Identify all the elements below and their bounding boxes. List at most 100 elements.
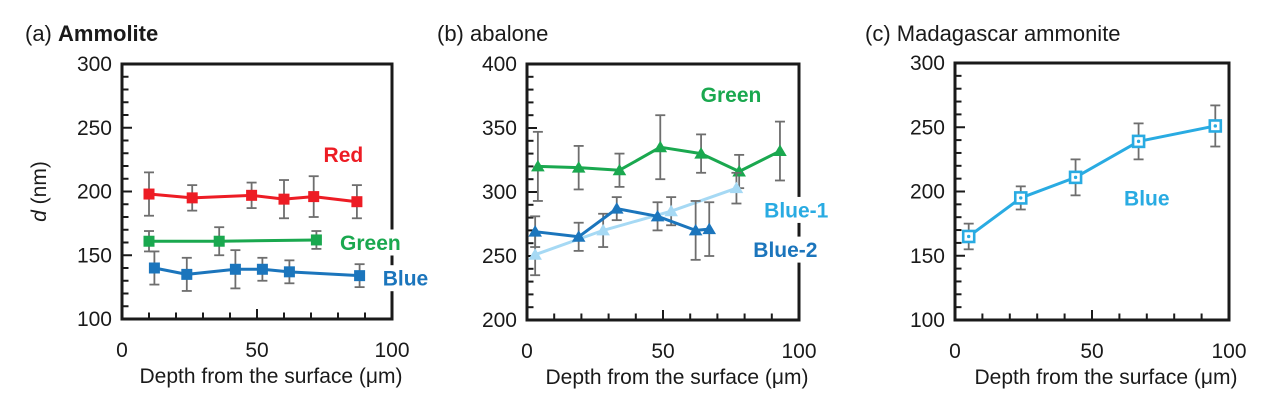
data-point-triangle — [653, 140, 668, 153]
series-markers-Green — [531, 140, 787, 177]
chart-a-title: (a) Ammolite — [25, 21, 158, 47]
chart-b-title-prefix: (b) — [437, 21, 470, 46]
chart-c-title-text: Madagascar ammonite — [896, 21, 1121, 46]
data-point-triangle — [571, 161, 586, 173]
tick-labels: 200 250 300 350 400 0 50 100 — [482, 53, 817, 363]
x-tick-label: 100 — [1211, 340, 1246, 363]
x-tick-label: 0 — [521, 340, 533, 363]
svg-text:Red: Red — [324, 144, 364, 167]
svg-text:Blue: Blue — [1124, 187, 1170, 210]
y-tick-label: 350 — [482, 117, 517, 140]
series-line-Blue — [967, 124, 1216, 238]
data-point-triangle — [773, 144, 787, 157]
data-point-square — [278, 193, 290, 205]
data-point-square — [308, 191, 320, 203]
data-point-triangle — [528, 225, 542, 237]
tick-labels: 100 150 200 250 300 0 50 100 — [910, 52, 1247, 363]
x-tick-label: 0 — [949, 340, 961, 363]
series-markers-Blue-1 — [528, 181, 744, 260]
y-tick-label: 250 — [482, 245, 517, 268]
x-tick-label: 100 — [781, 340, 816, 363]
data-point-square — [148, 262, 160, 274]
series-markers-Blue-2 — [528, 202, 717, 242]
series-markers-Blue — [961, 119, 1223, 244]
data-point-triangle — [531, 159, 545, 172]
tick-labels: 100 150 200 250 300 0 50 100 — [77, 53, 410, 362]
y-tick-label: 150 — [77, 244, 112, 267]
x-tick-label: 50 — [651, 340, 674, 363]
x-tick-label: 50 — [245, 339, 268, 362]
y-tick-label: 400 — [482, 53, 517, 76]
y-tick-label: 100 — [77, 308, 112, 331]
error-bars-Green — [532, 114, 785, 202]
y-tick-label: 300 — [77, 53, 112, 76]
x-axis-title: Depth from the surface (μm) — [139, 365, 402, 388]
series-label-green: Green — [701, 84, 762, 107]
y-tick-label: 300 — [910, 52, 945, 75]
plot-frame — [120, 62, 394, 321]
chart-a-title-prefix: (a) — [25, 21, 58, 46]
series-label-red: Red — [324, 144, 364, 167]
data-point-triangle — [694, 147, 708, 159]
y-axis-title: d (nm) — [28, 161, 51, 222]
data-point-square — [354, 270, 366, 282]
data-point-square — [283, 266, 295, 278]
y-tick-label: 300 — [482, 181, 517, 204]
data-point-square — [229, 263, 241, 275]
data-point-triangle — [571, 230, 586, 242]
y-tick-label: 200 — [77, 181, 112, 204]
data-point-triangle — [702, 222, 717, 235]
chart-panel-ammolite: (a) Ammolite Red Green Blue 100 150 200 250 300… — [0, 0, 435, 409]
series-line-Blue-1 — [534, 186, 737, 257]
x-axis-title: Depth from the surface (μm) — [545, 366, 808, 389]
series-markers-Green — [143, 234, 322, 247]
data-point-triangle — [609, 202, 624, 214]
y-tick-label: 200 — [910, 181, 945, 204]
svg-text:Blue: Blue — [383, 268, 429, 291]
data-point-square — [143, 188, 155, 200]
y-tick-label: 200 — [482, 309, 517, 332]
chart-c-canvas: Blue 100 150 200 250 300 0 50 100 Depth from the … — [910, 52, 1247, 389]
series-label-blue: Blue — [376, 265, 435, 292]
plot-frame — [525, 62, 801, 322]
x-tick-label: 100 — [374, 339, 409, 362]
data-point-triangle — [528, 248, 542, 260]
x-axis-title: Depth from the surface (μm) — [974, 366, 1237, 389]
data-point-square — [256, 263, 268, 275]
data-point-square — [143, 235, 155, 247]
data-point-triangle — [612, 163, 627, 176]
svg-text:Blue-2: Blue-2 — [753, 239, 817, 262]
series-markers-Red — [143, 188, 363, 208]
svg-text:Blue-1: Blue-1 — [764, 199, 829, 222]
data-point-square — [181, 268, 193, 280]
data-point-triangle — [688, 223, 703, 236]
error-bars-Blue — [963, 104, 1221, 251]
data-point-square — [186, 192, 198, 204]
chart-panel-abalone: (b) abalone Green Blue-1 Blue-2 200 250 300 35… — [424, 0, 848, 409]
data-point-square — [213, 235, 225, 247]
chart-b-canvas: Green Blue-1 Blue-2 200 250 300 350 400 0 50 100 De… — [482, 53, 839, 389]
chart-a-canvas: Red Green Blue 100 150 200 250 300 0 50 100 Depth f… — [28, 53, 435, 388]
series-label-blue-1: Blue-1 — [754, 196, 839, 223]
y-tick-label: 250 — [910, 116, 945, 139]
axis-ticks — [954, 62, 1230, 321]
data-point-triangle — [729, 181, 744, 194]
data-point-square — [310, 234, 322, 246]
y-tick-label: 250 — [77, 117, 112, 140]
data-point-square — [351, 196, 363, 208]
chart-b-title-text: abalone — [470, 21, 549, 46]
series-line-Red — [148, 192, 358, 204]
chart-c-title-prefix: (c) — [865, 21, 897, 46]
data-point-triangle — [650, 209, 665, 222]
x-tick-label: 50 — [1080, 340, 1103, 363]
series-label-green: Green — [334, 229, 406, 256]
data-point-triangle — [664, 204, 678, 217]
y-tick-label: 100 — [910, 309, 945, 332]
series-markers-Blue — [148, 262, 366, 282]
series-label-blue-2: Blue-2 — [743, 236, 828, 263]
chart-c-title: (c) Madagascar ammonite — [865, 21, 1121, 47]
data-point-triangle — [596, 223, 610, 236]
data-point-square — [246, 189, 258, 201]
series-label-blue: Blue — [1124, 187, 1170, 210]
